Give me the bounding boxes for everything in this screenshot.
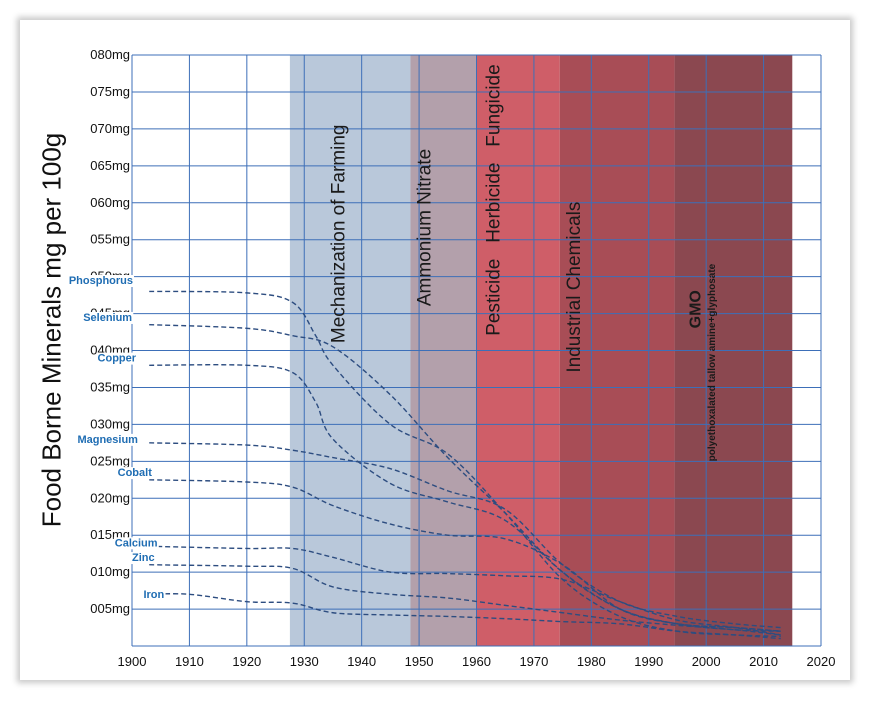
y-tick-label: 080mg bbox=[90, 47, 130, 62]
series-label-zinc: Zinc bbox=[132, 552, 155, 564]
series-label-phosphorus: Phosphorus bbox=[69, 275, 133, 287]
y-tick-label: 025mg bbox=[90, 453, 130, 468]
series-label-bg bbox=[113, 537, 159, 550]
y-tick-label: 075mg bbox=[90, 84, 130, 99]
era-label-0: Mechanization of Farming bbox=[328, 125, 349, 344]
x-tick-label: 1910 bbox=[175, 654, 204, 669]
y-tick-label: 020mg bbox=[90, 490, 130, 505]
series-label-magnesium: Magnesium bbox=[77, 434, 138, 446]
series-label-bg bbox=[142, 588, 166, 601]
x-tick-label: 1960 bbox=[462, 654, 491, 669]
series-line-phosphorus bbox=[149, 290, 781, 638]
y-tick-label: 065mg bbox=[90, 158, 130, 173]
series-label-iron: Iron bbox=[143, 589, 164, 601]
x-tick-label: 2020 bbox=[807, 654, 836, 669]
y-tick-label: 060mg bbox=[90, 195, 130, 210]
series-label-cobalt: Cobalt bbox=[118, 467, 153, 479]
series-label-selenium: Selenium bbox=[83, 312, 132, 324]
series-line-cobalt bbox=[149, 479, 781, 632]
x-tick-label: 1900 bbox=[118, 654, 147, 669]
x-tick-label: 1950 bbox=[405, 654, 434, 669]
x-tick-label: 1980 bbox=[577, 654, 606, 669]
series-label-bg bbox=[67, 275, 135, 288]
series-label-bg bbox=[116, 467, 154, 480]
series-line-iron bbox=[149, 593, 781, 640]
series-label-bg bbox=[82, 311, 134, 324]
x-tick-label: 1970 bbox=[519, 654, 548, 669]
x-tick-label: 1930 bbox=[290, 654, 319, 669]
era-label-3: Industrial Chemicals bbox=[564, 202, 585, 373]
era-sublabel-4: polyethoxalated tallow amine+glyphosate bbox=[707, 263, 718, 461]
y-tick-label: 035mg bbox=[90, 379, 130, 394]
era-label-1: Ammonium Nitrate bbox=[415, 149, 436, 306]
series-label-calcium: Calcium bbox=[115, 537, 158, 549]
era-label-4: GMO bbox=[687, 290, 704, 328]
era-label-2: Pesticide Herbicide Fungicide bbox=[483, 64, 504, 335]
y-tick-label: 070mg bbox=[90, 121, 130, 136]
series-line-calcium bbox=[149, 545, 781, 636]
x-tick-label: 1940 bbox=[347, 654, 376, 669]
y-tick-label: 055mg bbox=[90, 232, 130, 247]
series-label-bg bbox=[131, 552, 156, 565]
y-tick-label: 030mg bbox=[90, 416, 130, 431]
series-label-copper: Copper bbox=[98, 353, 137, 365]
x-tick-label: 1990 bbox=[634, 654, 663, 669]
x-tick-label: 2000 bbox=[692, 654, 721, 669]
y-tick-label: 005mg bbox=[90, 601, 130, 616]
series-label-bg bbox=[96, 352, 138, 365]
x-tick-label: 1920 bbox=[232, 654, 261, 669]
series-line-zinc bbox=[149, 564, 781, 636]
x-tick-label: 2010 bbox=[749, 654, 778, 669]
y-tick-label: 010mg bbox=[90, 564, 130, 579]
series-line-copper bbox=[149, 364, 781, 632]
series-label-bg bbox=[76, 433, 140, 446]
